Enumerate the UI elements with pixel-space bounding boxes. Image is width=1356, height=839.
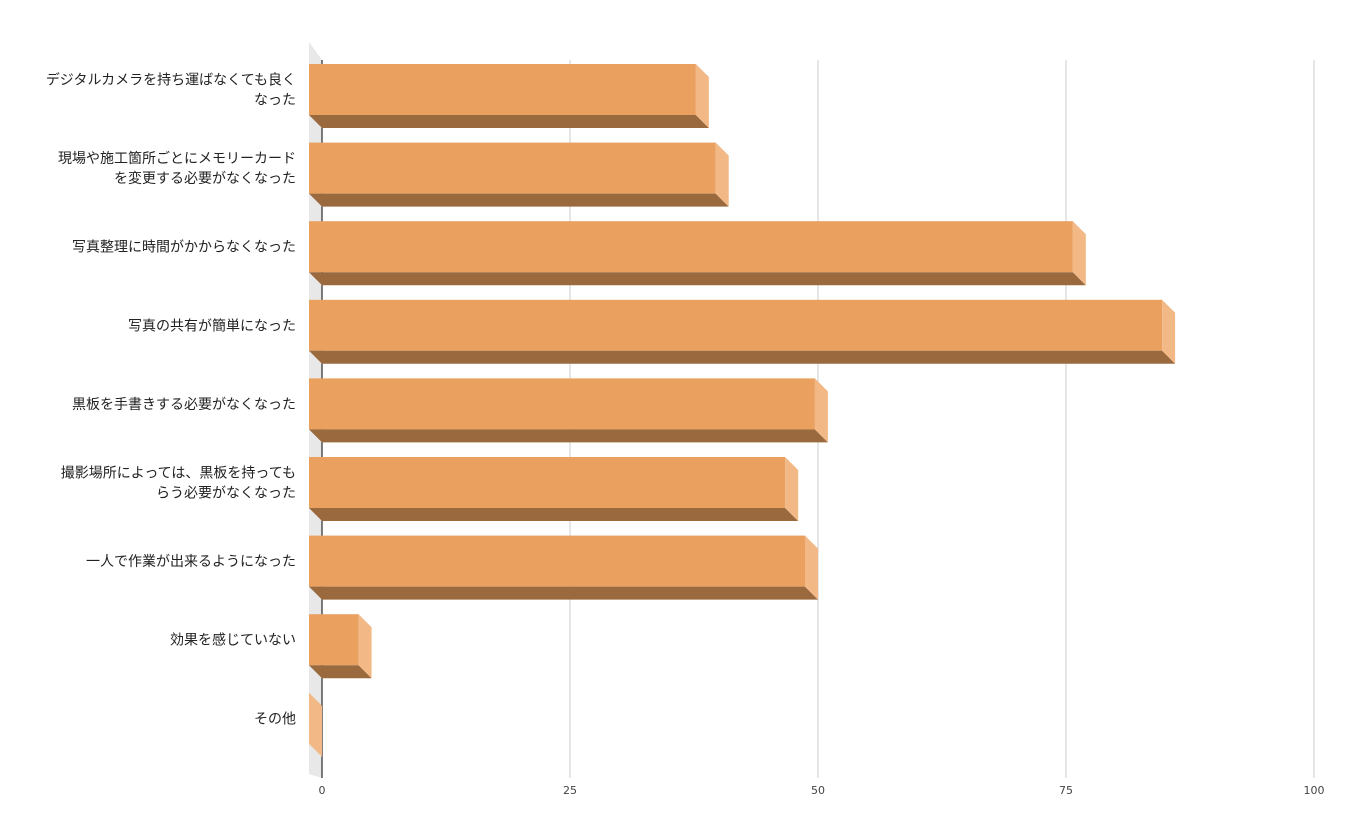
category-label-line: その他 [254, 711, 296, 727]
bar-end [785, 457, 799, 521]
bar-end [715, 142, 729, 207]
bar-end [309, 692, 322, 757]
category-label: 写真の共有が簡単になった [128, 318, 296, 334]
category-label: 効果を感じていない [170, 632, 296, 649]
bar-end [814, 378, 828, 443]
bar [309, 299, 1163, 351]
category-label-line: 現場や施工箇所ごとにメモリーカード [58, 150, 296, 167]
category-label: 撮影場所によっては、黒板を持ってもらう必要がなくなった [61, 465, 296, 502]
bar-end [1162, 299, 1176, 364]
category-label: 写真整理に時間がかからなくなった [72, 240, 296, 256]
category-label-line: 黒板を手書きする必要がなくなった [72, 397, 296, 413]
bar-bottom [309, 586, 818, 600]
bar-bottom [309, 429, 828, 443]
category-label-line: なった [254, 93, 296, 109]
bar-bottom [309, 193, 729, 207]
bar [309, 378, 815, 430]
bar-end [358, 614, 372, 679]
category-label-line: デジタルカメラを持ち運ばなくても良く [46, 72, 296, 89]
category-label-line: らう必要がなくなった [156, 486, 296, 502]
category-label-line: 写真の共有が簡単になった [128, 318, 296, 334]
x-tick-label: 25 [563, 784, 577, 797]
category-label: その他 [254, 711, 296, 727]
bar-end [1072, 221, 1086, 286]
category-label-line: 撮影場所によっては、黒板を持っても [61, 465, 296, 482]
category-label-line: 写真整理に時間がかからなくなった [72, 240, 296, 256]
bar-end [805, 535, 818, 600]
category-label: デジタルカメラを持ち運ばなくても良くなった [46, 72, 296, 109]
bar-bottom [309, 115, 709, 128]
category-label: 黒板を手書きする必要がなくなった [72, 397, 296, 413]
category-label-line: 効果を感じていない [170, 632, 296, 649]
bar-bottom [309, 665, 372, 679]
bar-bottom [309, 508, 799, 521]
category-label: 現場や施工箇所ごとにメモリーカードを変更する必要がなくなった [58, 150, 296, 187]
bar [309, 614, 359, 666]
bar-bottom [309, 272, 1086, 286]
category-label-line: を変更する必要がなくなった [114, 170, 296, 187]
x-tick-label: 50 [811, 784, 825, 797]
x-tick-label: 100 [1304, 784, 1325, 797]
category-label: 一人で作業が出来るようになった [86, 554, 296, 570]
bar [309, 64, 696, 115]
bar [309, 221, 1073, 273]
x-tick-label: 0 [319, 784, 326, 797]
bar [309, 142, 716, 194]
bar [309, 535, 805, 587]
bar-bottom [309, 350, 1176, 364]
x-tick-label: 75 [1059, 784, 1073, 797]
bar [309, 457, 786, 508]
category-label-line: 一人で作業が出来るようになった [86, 554, 296, 570]
bar-end [695, 64, 709, 128]
